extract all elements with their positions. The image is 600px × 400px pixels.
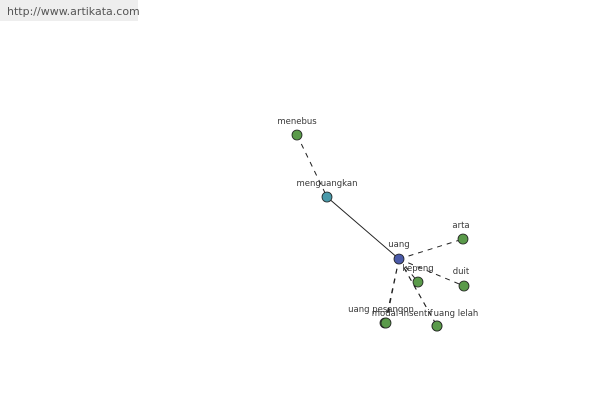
node [431, 320, 443, 332]
node-label: uang [388, 240, 409, 250]
edge [296, 134, 328, 198]
node-label: duit [453, 267, 470, 277]
node [393, 253, 405, 265]
edge [398, 258, 465, 287]
node [412, 276, 424, 288]
edge [326, 196, 400, 260]
edge [398, 258, 438, 327]
node [291, 129, 303, 141]
node-label: menguangkan [296, 179, 357, 189]
node-label: arta [452, 221, 469, 231]
node [458, 280, 470, 292]
node [457, 233, 469, 245]
edge [385, 258, 400, 324]
node-label: uang lelah [434, 309, 479, 319]
node-label: modal [372, 309, 398, 319]
node-label: insentif [401, 309, 433, 319]
node-label: uang pesangon [348, 305, 414, 315]
node-label: kepeng [402, 264, 433, 274]
node-label: menebus [277, 117, 317, 127]
site-url[interactable]: http://www.artikata.com [0, 0, 140, 21]
node [380, 317, 392, 329]
node [321, 191, 333, 203]
edge [398, 238, 464, 260]
